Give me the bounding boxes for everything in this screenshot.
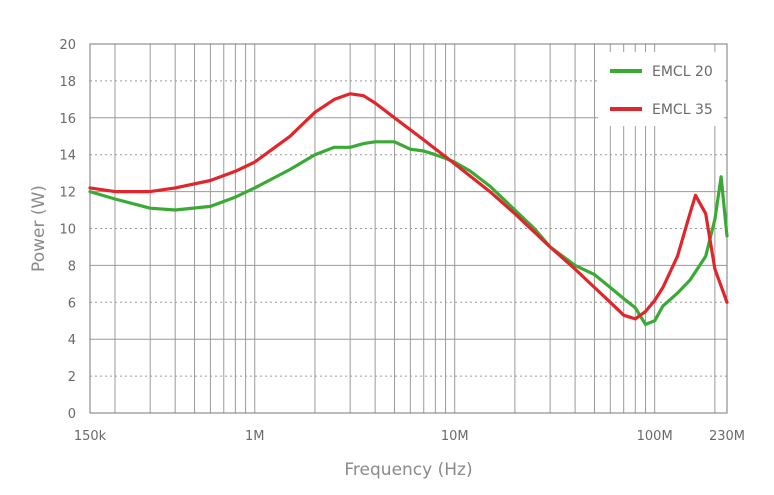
y-tick-label: 0 (68, 407, 76, 422)
legend-label: EMCL 35 (652, 102, 713, 118)
series-line-emcl-35 (88, 92, 729, 321)
y-axis-title: Power (W) (29, 185, 49, 272)
x-tick-label: 1M (245, 429, 265, 444)
y-tick-label: 6 (68, 296, 76, 311)
y-tick-label: 18 (59, 75, 76, 90)
y-tick-label: 4 (68, 333, 76, 348)
legend-background (598, 52, 724, 126)
y-tick-label: 16 (59, 112, 76, 127)
x-tick-label: 100M (637, 429, 673, 444)
x-axis-ticks: 150k 1M 10M 100M 230M (74, 429, 745, 444)
y-tick-label: 12 (59, 186, 76, 201)
y-axis-ticks: 0 2 4 6 8 10 12 14 16 18 20 (59, 38, 76, 422)
x-tick-label: 230M (709, 429, 745, 444)
y-tick-label: 8 (68, 259, 76, 274)
series-layer (88, 92, 729, 326)
x-axis-title: Frequency (Hz) (344, 460, 472, 480)
chart-grid (90, 44, 727, 413)
x-tick-label: 150k (74, 429, 107, 444)
y-tick-label: 2 (68, 370, 76, 385)
series-line-emcl-20 (88, 140, 729, 326)
y-tick-label: 20 (59, 38, 76, 53)
x-tick-label: 10M (441, 429, 469, 444)
legend: EMCL 20 EMCL 35 (598, 52, 724, 126)
legend-label: EMCL 20 (652, 64, 713, 80)
y-tick-label: 10 (59, 223, 76, 238)
y-tick-label: 14 (59, 149, 76, 164)
